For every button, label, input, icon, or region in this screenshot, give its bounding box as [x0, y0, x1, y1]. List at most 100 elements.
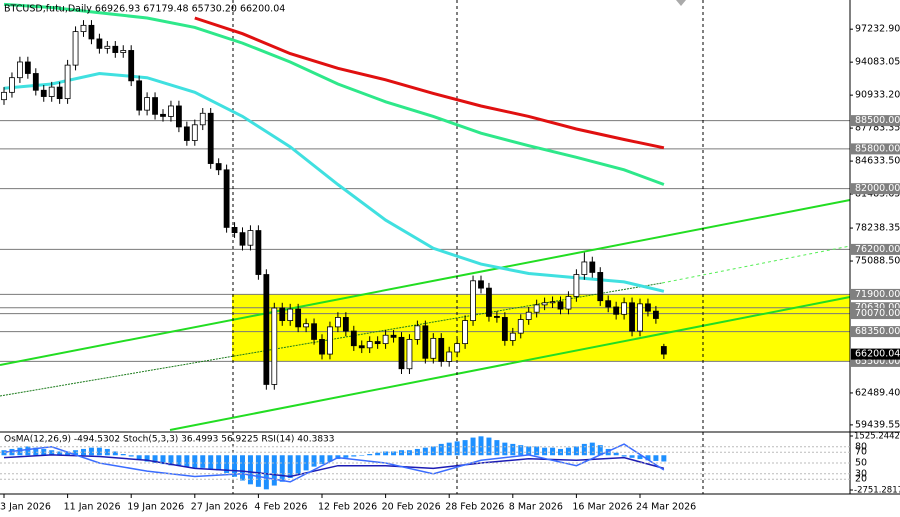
- level-label: 71900.00: [855, 289, 900, 300]
- osma-bar: [430, 446, 436, 456]
- candle-body: [24, 61, 31, 74]
- osma-bar: [224, 455, 230, 473]
- moving-average: [3, 71, 665, 293]
- candle-body: [144, 97, 151, 111]
- osc-level-label: 70: [855, 447, 867, 458]
- candle-body: [80, 24, 87, 33]
- osma-bar: [81, 448, 86, 456]
- candle-body: [183, 126, 190, 141]
- candle-body: [501, 317, 508, 341]
- osma-bar: [160, 455, 166, 465]
- candle-body: [533, 304, 540, 313]
- current-price-tag: [851, 348, 900, 360]
- y-tick-label: 78238.35: [855, 223, 900, 234]
- candle-body: [486, 287, 492, 317]
- candle-body: [327, 326, 333, 355]
- osma-bar: [319, 455, 325, 465]
- osma-bar: [438, 443, 444, 456]
- candle-body: [493, 316, 500, 318]
- osma-bar: [49, 450, 55, 456]
- level-label: 68350.00: [855, 326, 900, 337]
- osma-bar: [184, 455, 190, 467]
- y-tick-label: 75088.50: [855, 256, 900, 267]
- y-tick-label: 84633.50: [855, 156, 900, 167]
- candle-body: [175, 105, 182, 128]
- level-tag: [851, 183, 900, 195]
- candle-body: [199, 112, 206, 126]
- osma-bar: [311, 455, 317, 467]
- osma-bar: [383, 451, 389, 456]
- candle-body: [660, 346, 667, 355]
- osma-bar: [33, 447, 39, 456]
- level-label: 70630.00: [855, 302, 900, 313]
- osma-bar: [88, 447, 94, 456]
- y-tick-label: 59439.55: [855, 419, 900, 430]
- candle-body: [48, 86, 55, 97]
- candle-body: [32, 73, 39, 91]
- x-tick-label: 11 Jan 2026: [64, 502, 121, 513]
- candle-body: [605, 300, 612, 308]
- trend-line: [0, 199, 851, 366]
- candle-body: [223, 169, 230, 228]
- osma-bar: [526, 446, 532, 456]
- level-label: 65500.00: [855, 356, 900, 367]
- osma-bar: [144, 455, 150, 462]
- osma-bar: [534, 446, 540, 456]
- candle-body: [366, 341, 373, 349]
- candle-body: [414, 325, 421, 340]
- candle-body: [255, 230, 262, 275]
- candle-body: [247, 230, 254, 246]
- osma-bar: [120, 453, 126, 456]
- osma-bar: [406, 450, 412, 456]
- candle-body: [621, 302, 627, 315]
- candle-body: [168, 105, 174, 117]
- x-tick-label: 27 Jan 2026: [191, 502, 248, 513]
- osma-bar: [629, 455, 635, 458]
- candle-body: [613, 306, 620, 315]
- candle-body: [334, 317, 341, 328]
- osma-bar: [176, 455, 182, 466]
- candle-body: [478, 280, 484, 289]
- candle-body: [645, 303, 651, 312]
- osma-bar: [597, 445, 603, 456]
- candle-body: [358, 345, 365, 349]
- candle-body: [152, 97, 158, 115]
- moving-average: [3, 2, 665, 186]
- osma-bar: [391, 451, 397, 456]
- candle-body: [637, 303, 643, 332]
- level-tag: [851, 288, 900, 300]
- level-label: 85800.00: [855, 143, 900, 154]
- osma-bar: [494, 440, 500, 456]
- level-label: 76200.00: [855, 244, 900, 255]
- level-tag: [851, 355, 900, 367]
- candle-body: [525, 311, 532, 320]
- osma-bar: [168, 455, 174, 466]
- candle-body: [589, 261, 596, 273]
- osc-level-label: 30: [855, 468, 867, 479]
- candle-body: [438, 337, 445, 362]
- osma-bar: [621, 455, 627, 457]
- osma-bar: [57, 451, 63, 456]
- candle-body: [629, 302, 635, 332]
- osma-bar: [216, 455, 222, 471]
- level-tag: [851, 326, 900, 338]
- osma-bar: [271, 455, 277, 486]
- osma-bar: [550, 447, 556, 456]
- osma-bar: [200, 455, 206, 468]
- osma-bar: [104, 448, 110, 456]
- osma-bar: [359, 455, 365, 456]
- osma-bar: [232, 455, 238, 477]
- candle-body: [160, 113, 166, 117]
- osma-bar: [637, 455, 643, 460]
- candle-body: [56, 86, 63, 100]
- candle-body: [104, 45, 111, 49]
- level-tag: [851, 308, 900, 320]
- osc-level-label: 80: [855, 441, 867, 452]
- level-label: 82000.00: [855, 183, 900, 194]
- level-tag: [851, 143, 900, 155]
- y-tick-label: 62489.40: [855, 387, 900, 398]
- osma-bar: [518, 445, 524, 456]
- candle-body: [207, 112, 214, 164]
